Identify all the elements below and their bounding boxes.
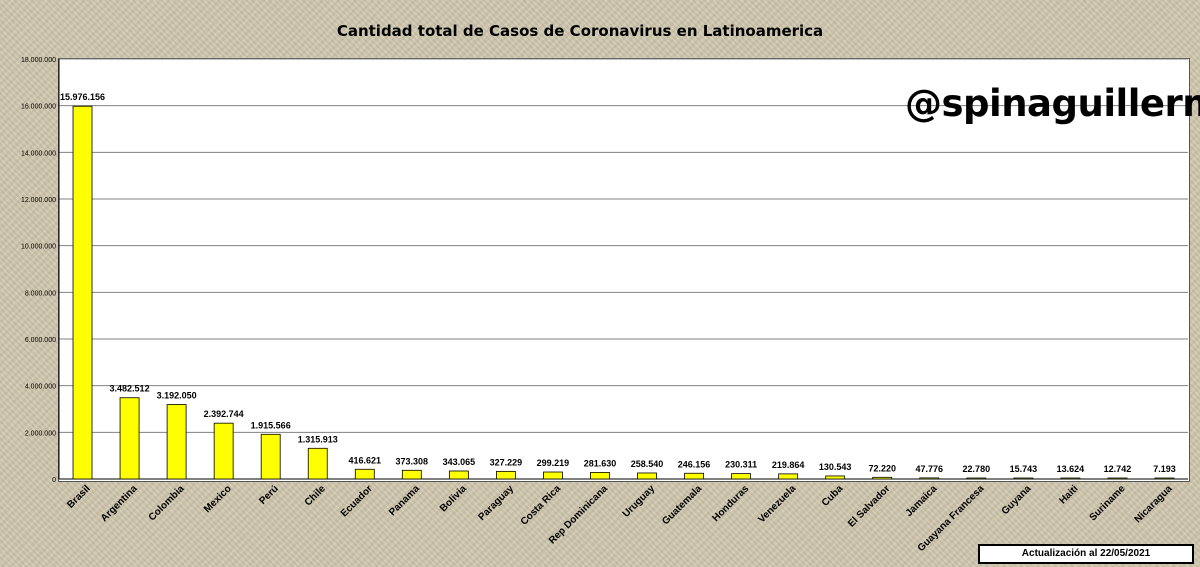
data-label: 373.308 bbox=[396, 456, 429, 466]
data-label: 130.543 bbox=[819, 462, 852, 472]
bar bbox=[825, 475, 846, 480]
plot-area bbox=[58, 58, 1190, 482]
data-label: 327.229 bbox=[490, 457, 523, 467]
x-tick-label: Colombia bbox=[147, 483, 187, 523]
watermark: @spinaguillermo bbox=[905, 82, 1200, 125]
data-label: 2.392.744 bbox=[204, 409, 244, 419]
bar bbox=[1154, 477, 1175, 480]
y-tick-label: 6.000.000 bbox=[25, 337, 56, 344]
bar bbox=[590, 472, 610, 480]
x-tick-label: Chile bbox=[303, 483, 328, 508]
data-label: 3.192.050 bbox=[157, 391, 197, 401]
bar bbox=[307, 447, 328, 480]
x-tick-label: Costa Rica bbox=[519, 483, 564, 528]
data-label: 281.630 bbox=[584, 458, 617, 468]
bar bbox=[401, 469, 422, 480]
x-tick-label: Suriname bbox=[1088, 483, 1128, 523]
data-label: 230.311 bbox=[725, 460, 757, 470]
x-tick-label: Haiti bbox=[1057, 483, 1080, 506]
data-label: 15.976.156 bbox=[60, 92, 105, 102]
bar bbox=[1013, 477, 1034, 480]
bar bbox=[778, 473, 799, 480]
x-tick-label: Guatemala bbox=[660, 483, 704, 527]
chart-title: Cantidad total de Casos de Coronavirus e… bbox=[336, 22, 824, 40]
bar bbox=[119, 397, 140, 480]
bar bbox=[72, 105, 93, 480]
bar bbox=[543, 471, 563, 480]
data-label: 15.743 bbox=[1010, 464, 1038, 474]
data-label: 219.864 bbox=[772, 460, 805, 470]
y-tick-label: 18.000.000 bbox=[21, 57, 56, 64]
bar bbox=[1107, 477, 1128, 480]
data-label: 22.780 bbox=[963, 464, 991, 474]
update-note: Actualización al 22/05/2021 bbox=[978, 544, 1194, 564]
data-label: 1.315.913 bbox=[298, 434, 338, 444]
bar bbox=[260, 433, 281, 480]
bar bbox=[495, 470, 516, 480]
y-tick-label: 10.000.000 bbox=[21, 244, 56, 251]
y-tick-label: 16.000.000 bbox=[21, 104, 56, 111]
x-tick-label: Perú bbox=[257, 483, 281, 507]
y-tick-label: 2.000.000 bbox=[25, 430, 56, 437]
data-label: 3.482.512 bbox=[110, 384, 150, 394]
x-tick-label: Argentina bbox=[99, 483, 140, 524]
x-tick-label: Guyana bbox=[1000, 483, 1034, 517]
x-tick-label: Venezuela bbox=[756, 483, 798, 525]
data-label: 72.220 bbox=[868, 463, 896, 473]
data-label: 416.621 bbox=[348, 455, 381, 465]
data-label: 258.540 bbox=[631, 459, 664, 469]
x-tick-label: Mexico bbox=[202, 483, 234, 515]
bar bbox=[684, 472, 704, 480]
data-label: 246.156 bbox=[678, 459, 711, 469]
x-tick-label: El Salvador bbox=[846, 483, 892, 529]
x-tick-label: Paraguay bbox=[476, 483, 516, 523]
x-tick-label: Brasil bbox=[65, 483, 93, 511]
bar bbox=[966, 477, 987, 480]
x-tick-label: Nicaragua bbox=[1133, 483, 1175, 525]
x-tick-label: Jamaica bbox=[904, 483, 940, 519]
data-label: 343.065 bbox=[443, 457, 476, 467]
bar bbox=[872, 476, 893, 480]
data-label: 1.915.566 bbox=[251, 420, 291, 430]
data-label: 7.193 bbox=[1153, 464, 1176, 474]
x-tick-label: Ecuador bbox=[339, 483, 375, 519]
data-label: 299.219 bbox=[537, 458, 570, 468]
bar bbox=[731, 473, 752, 480]
data-label: 13.624 bbox=[1057, 464, 1085, 474]
x-tick-label: Uruguay bbox=[621, 483, 658, 520]
bar bbox=[919, 477, 940, 480]
bar bbox=[213, 422, 234, 480]
data-label: 47.776 bbox=[916, 464, 944, 474]
y-tick-label: 4.000.000 bbox=[25, 384, 56, 391]
x-tick-label: Honduras bbox=[710, 483, 751, 524]
x-tick-label: Cuba bbox=[820, 483, 846, 509]
bar bbox=[448, 470, 469, 480]
bar bbox=[166, 404, 187, 480]
y-tick-label: 0 bbox=[52, 477, 56, 484]
bar bbox=[354, 468, 375, 480]
bar bbox=[637, 472, 657, 480]
y-tick-label: 14.000.000 bbox=[21, 150, 56, 157]
x-tick-label: Panama bbox=[387, 483, 422, 518]
x-tick-label: Bolivia bbox=[438, 483, 469, 514]
y-tick-label: 12.000.000 bbox=[21, 197, 56, 204]
bar bbox=[1060, 477, 1081, 480]
data-label: 12.742 bbox=[1104, 464, 1132, 474]
y-tick-label: 8.000.000 bbox=[25, 290, 56, 297]
